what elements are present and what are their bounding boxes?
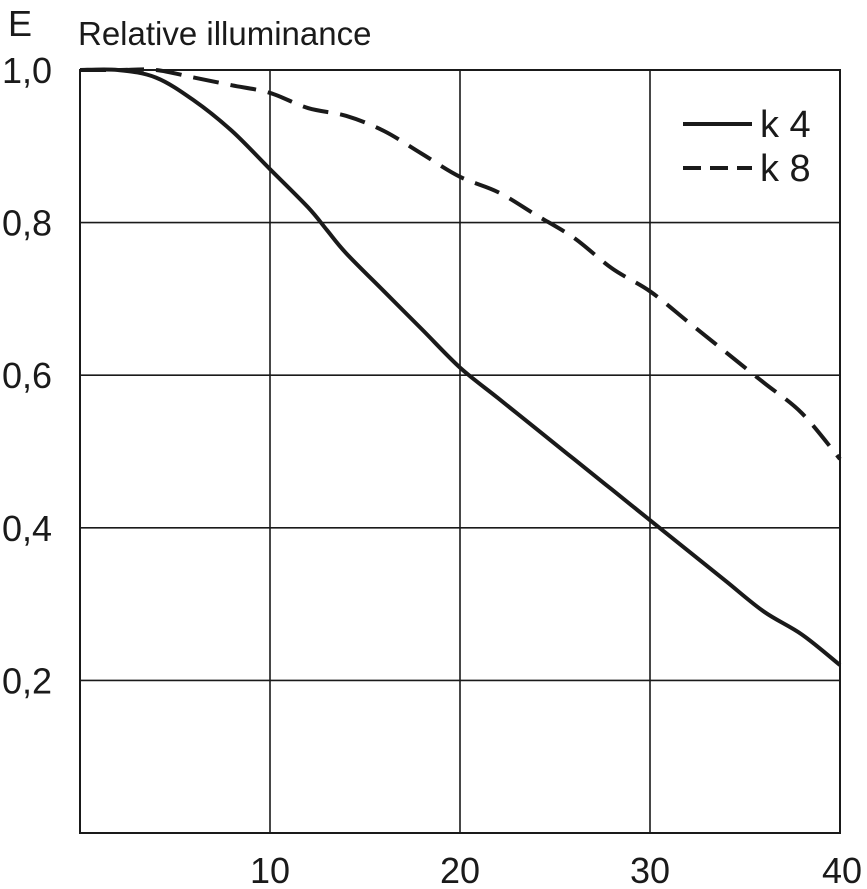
legend: k 4k 8 — [683, 104, 811, 190]
grid — [79, 69, 841, 834]
series-line-k8 — [80, 67, 842, 461]
y-tick-label-0,6: 0,6 — [2, 355, 52, 396]
axis-labels: 10 20 30 40 0,2 0,4 0,6 0,8 1,0 E Relative illumin… — [2, 3, 862, 889]
y-tick-label-0,8: 0,8 — [2, 203, 52, 244]
y-axis-title: Relative illuminance — [78, 15, 371, 52]
y-tick-label-1,0: 1,0 — [2, 50, 52, 91]
series-line-k4 — [79, 67, 842, 667]
y-tick-label-0,4: 0,4 — [2, 508, 52, 549]
legend-label-k8: k 8 — [760, 148, 811, 190]
legend-label-k4: k 4 — [760, 104, 811, 146]
y-axis-symbol: E — [8, 3, 32, 44]
x-tick-label-30: 30 — [630, 850, 670, 889]
series-layer — [79, 67, 842, 667]
y-tick-label-0,2: 0,2 — [2, 660, 52, 701]
x-tick-label-20: 20 — [440, 850, 480, 889]
x-tick-label-10: 10 — [250, 850, 290, 889]
x-tick-label-40: 40 — [822, 850, 862, 889]
